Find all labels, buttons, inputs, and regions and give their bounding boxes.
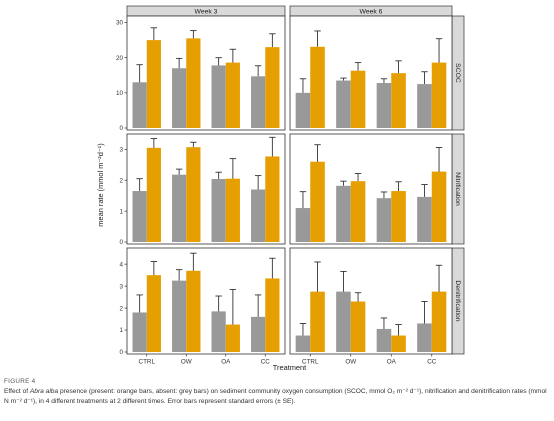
bar-absent-oa (376, 328, 392, 352)
bar-absent-cc (417, 84, 432, 128)
col-strip-label-1: Week 6 (360, 9, 383, 16)
x-tick-label-cc: CC (427, 359, 437, 366)
bar-absent-cc (251, 316, 266, 352)
caption-text: Effect of Abra alba presence (present: o… (4, 387, 550, 407)
y-tick-label: 20 (116, 55, 124, 62)
x-tick-label-ctrl: CTRL (302, 359, 319, 366)
bar-present-cc (265, 47, 280, 129)
y-tick-label: 3 (119, 147, 123, 154)
bar-absent-ow (172, 68, 187, 128)
panel-r2-c0: 0 1 2 3 4 CTRL OW OA CC (119, 247, 286, 366)
bar-absent-ow (336, 80, 351, 128)
x-tick-label-cc: CC (261, 359, 271, 366)
y-tick-label: 2 (119, 305, 123, 312)
bar-present-ow (186, 270, 201, 352)
bar-absent-cc (251, 189, 266, 242)
bar-present-oa (225, 324, 240, 352)
y-tick-label: 3 (119, 283, 123, 290)
bar-absent-ctrl (295, 208, 311, 242)
y-tick-label: 4 (119, 261, 123, 268)
bar-absent-oa (211, 65, 226, 128)
bar-absent-ctrl (132, 312, 147, 352)
bar-present-cc (431, 62, 447, 128)
bar-present-ow (186, 147, 201, 242)
bar-absent-ctrl (132, 191, 147, 242)
bar-present-ow (186, 38, 201, 128)
panel-r1-c1 (289, 133, 453, 245)
y-tick-label: 1 (119, 327, 123, 334)
y-tick-label: 10 (116, 90, 124, 97)
bar-present-ow (350, 70, 366, 128)
bar-present-cc (265, 156, 280, 242)
bar-present-ctrl (146, 275, 161, 352)
bar-absent-ow (336, 291, 351, 352)
bar-present-ctrl (146, 40, 161, 129)
x-tick-label-oa: OA (387, 359, 397, 366)
bar-absent-ctrl (295, 335, 311, 352)
bar-present-oa (225, 62, 240, 128)
bar-absent-cc (251, 76, 266, 128)
figure-label: FIGURE 4 (4, 378, 36, 385)
bar-absent-oa (376, 82, 392, 128)
bar-present-cc (431, 291, 447, 352)
bar-absent-ow (172, 280, 187, 352)
bar-absent-ctrl (132, 82, 147, 128)
x-tick-label-ow: OW (181, 359, 192, 366)
bar-present-ctrl (146, 147, 161, 242)
faceted-bar-chart: Week 3 Week 6 SCOC Nitrification Denitrifica… (96, 5, 465, 372)
y-axis-title: mean rate (mmol m⁻²d⁻¹) (96, 143, 105, 226)
bar-present-cc (265, 278, 280, 352)
bar-present-oa (391, 191, 406, 242)
bar-absent-cc (417, 323, 432, 352)
bar-absent-ow (336, 185, 351, 242)
bar-absent-oa (376, 198, 392, 242)
y-tick-label: 0 (119, 125, 123, 132)
bar-present-oa (391, 335, 406, 352)
bar-absent-oa (211, 179, 226, 242)
x-tick-label-ctrl: CTRL (139, 359, 156, 366)
x-axis-title: Treatment (273, 363, 306, 372)
row-strip-label-1: Nitrification (454, 172, 461, 206)
row-strip-label-2: Denitrification (454, 280, 461, 321)
y-tick-label: 0 (119, 349, 123, 356)
panel-r2-c1: CTRL OW OA CC (289, 247, 453, 366)
bar-present-ctrl (310, 46, 325, 128)
panel-r0-c1 (289, 15, 453, 131)
bar-present-ow (350, 301, 366, 352)
panel-r0-c0: 0 10 20 30 (116, 15, 286, 132)
caption-post: presence (present: orange bars, absent: … (4, 388, 547, 405)
bar-present-cc (431, 171, 447, 242)
row-strip-label-0: SCOC (454, 63, 461, 83)
caption-species: Abra alba (29, 388, 59, 395)
y-tick-label: 30 (116, 20, 124, 27)
bar-absent-oa (211, 311, 226, 352)
figure-caption: FIGURE 4 Effect of Abra alba presence (p… (4, 378, 550, 407)
bar-present-ow (350, 181, 366, 242)
bar-absent-ctrl (295, 92, 311, 128)
bar-present-oa (391, 73, 406, 128)
x-tick-label-oa: OA (221, 359, 231, 366)
bar-present-ctrl (310, 291, 325, 352)
bar-absent-cc (417, 196, 432, 242)
bar-absent-ow (172, 174, 187, 242)
bar-present-oa (225, 178, 240, 242)
y-tick-label: 1 (119, 208, 123, 215)
col-strip-label-0: Week 3 (195, 9, 218, 16)
panel-r1-c0: 0 1 2 3 (119, 133, 286, 246)
y-tick-label: 2 (119, 177, 123, 184)
bar-present-ctrl (310, 161, 325, 242)
caption-pre: Effect of (4, 388, 30, 395)
x-tick-label-ow: OW (345, 359, 356, 366)
y-tick-label: 0 (119, 239, 123, 246)
